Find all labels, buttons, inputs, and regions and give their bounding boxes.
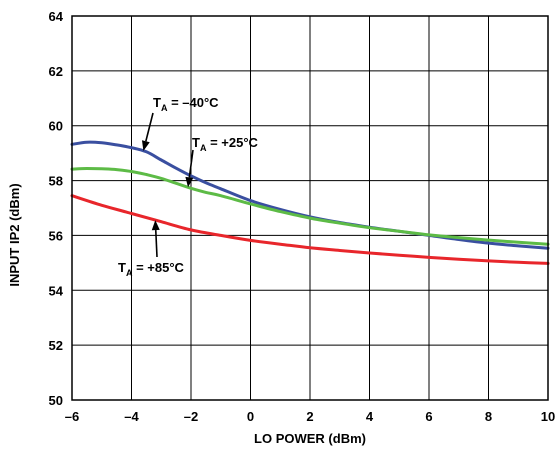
y-tick-labels: 50 52 54 56 58 60 62 64 bbox=[49, 9, 64, 408]
x-tick-label: –4 bbox=[124, 409, 139, 424]
annotation-minus40c: TA = –40°C bbox=[141, 95, 219, 151]
annotation-label-minus40c: TA = –40°C bbox=[153, 95, 219, 113]
annotation-arrowhead-minus40c bbox=[141, 140, 150, 151]
y-tick-label: 64 bbox=[49, 9, 64, 24]
x-tick-label: –6 bbox=[65, 409, 79, 424]
annotation-arrowhead-plus85c bbox=[151, 220, 160, 231]
x-tick-label: 8 bbox=[485, 409, 492, 424]
x-tick-label: 4 bbox=[366, 409, 374, 424]
series-lines bbox=[70, 140, 550, 265]
x-tick-label: –2 bbox=[184, 409, 198, 424]
annotation-arrowhead-plus25c bbox=[185, 176, 194, 188]
x-axis-title: LO POWER (dBm) bbox=[254, 431, 366, 446]
annotation-plus25c: TA = +25°C bbox=[185, 135, 259, 188]
annotation-arrow-plus25c bbox=[188, 149, 194, 178]
x-tick-label: 0 bbox=[247, 409, 254, 424]
y-tick-label: 56 bbox=[49, 228, 63, 243]
y-axis-title: INPUT IP2 (dBm) bbox=[7, 183, 22, 286]
y-tick-label: 62 bbox=[49, 64, 63, 79]
x-tick-label: 10 bbox=[541, 409, 555, 424]
series-line-plus85c bbox=[70, 194, 550, 265]
annotation-arrow-plus85c bbox=[154, 230, 158, 258]
grid bbox=[71, 15, 549, 401]
series-line-plus25c bbox=[70, 167, 550, 246]
plot-frame bbox=[71, 15, 549, 401]
annotation-label-plus25c: TA = +25°C bbox=[192, 135, 259, 153]
x-tick-label: 6 bbox=[425, 409, 432, 424]
y-tick-label: 58 bbox=[49, 174, 63, 189]
y-tick-label: 52 bbox=[49, 338, 63, 353]
annotation-plus85c: TA = +85°C bbox=[118, 220, 185, 278]
y-tick-label: 54 bbox=[49, 283, 64, 298]
x-tick-label: 2 bbox=[306, 409, 313, 424]
y-tick-label: 50 bbox=[49, 393, 63, 408]
x-tick-labels: –6 –4 –2 0 2 4 6 8 10 bbox=[65, 409, 555, 424]
y-tick-label: 60 bbox=[49, 119, 63, 134]
annotation-label-plus85c: TA = +85°C bbox=[118, 260, 185, 278]
annotation-arrow-minus40c bbox=[145, 112, 154, 142]
